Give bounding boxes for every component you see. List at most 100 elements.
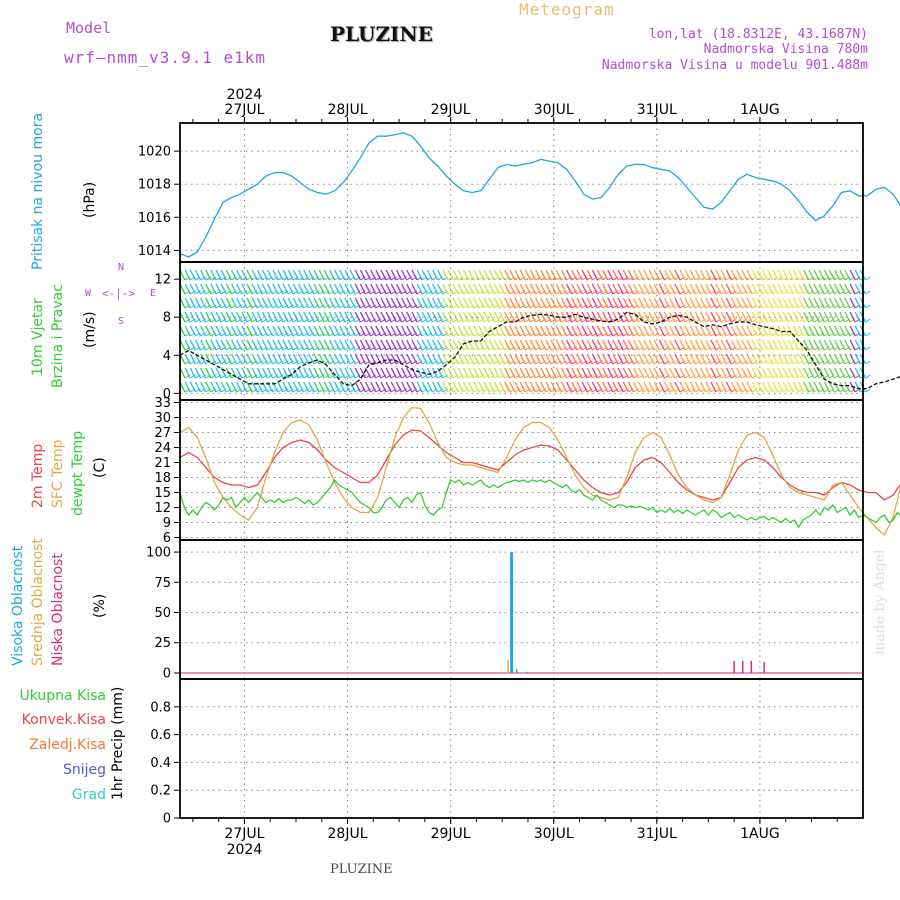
- wind-barb: [504, 325, 511, 337]
- wind-barb: [411, 297, 418, 309]
- wind-barb: [488, 339, 495, 351]
- wind-barb: [808, 325, 815, 337]
- wind-barb: [230, 325, 238, 337]
- wind-barb: [205, 297, 212, 309]
- wind-barb: [767, 325, 774, 337]
- wind-barb: [189, 381, 196, 393]
- wind-barb: [318, 353, 325, 365]
- wind-barb: [514, 325, 521, 337]
- wind-barb: [777, 339, 784, 351]
- wind-barb: [591, 339, 598, 351]
- wind-barb: [395, 325, 403, 337]
- wind-barb: [545, 311, 552, 323]
- wind-barb: [555, 283, 562, 295]
- wind-barb: [576, 353, 583, 365]
- y-tick-label: 1016: [138, 211, 171, 226]
- wind-barb: [220, 283, 227, 295]
- wind-barb: [380, 367, 387, 379]
- wind-barb: [746, 283, 753, 295]
- wind-barb: [648, 381, 655, 393]
- wind-barb: [390, 283, 397, 295]
- wind-barb: [308, 283, 315, 295]
- wind-barb: [854, 381, 861, 393]
- compass-s: S: [118, 316, 125, 327]
- wind-barb: [803, 381, 810, 393]
- wind-barb: [395, 283, 403, 295]
- wind-barb: [225, 353, 232, 365]
- wind-barb: [633, 297, 640, 309]
- wind-barb: [715, 297, 722, 309]
- y-tick-label: 0: [163, 666, 171, 681]
- wind-barb: [571, 353, 578, 365]
- wind-barb: [648, 283, 655, 295]
- wind-barb: [612, 269, 619, 281]
- wind-barb: [576, 269, 583, 281]
- wind-barb: [700, 297, 707, 309]
- wind-barb: [566, 283, 573, 295]
- wind-barb: [540, 269, 547, 281]
- wind-barb: [854, 353, 861, 365]
- wind-barb: [493, 283, 501, 295]
- wind-barb: [468, 353, 475, 365]
- wind-barb: [323, 353, 330, 365]
- wind-barb: [834, 381, 841, 393]
- wind-barb: [674, 297, 681, 309]
- wind-barb: [663, 297, 671, 309]
- wind-barb: [777, 381, 784, 393]
- lonlat: lon,lat (18.8312E, 43.1687N): [648, 27, 868, 42]
- wind-barb: [421, 339, 428, 351]
- wind-barb: [390, 381, 397, 393]
- wind-barb: [540, 325, 547, 337]
- wind-barb: [282, 339, 289, 351]
- wind-barb: [586, 283, 593, 295]
- wind-barb: [256, 325, 263, 337]
- wind-barb: [282, 269, 289, 281]
- cloud-unit: (%): [92, 593, 108, 618]
- wind-barb: [782, 367, 789, 379]
- bar: [516, 669, 518, 673]
- wind-barb-flag: [865, 388, 871, 393]
- wind-barb: [499, 367, 506, 379]
- wind-barb: [700, 381, 707, 393]
- wind-barb: [200, 269, 207, 281]
- wind-barb: [509, 297, 516, 309]
- wind-barb: [426, 325, 434, 337]
- wind-barb: [612, 367, 619, 379]
- wind-barb: [529, 367, 537, 379]
- wind-barb: [359, 283, 366, 295]
- wind-barb: [411, 353, 418, 365]
- wind-barb: [287, 367, 294, 379]
- wind-barb: [334, 325, 341, 337]
- wind-label-2: Brzina i Pravac: [50, 284, 66, 388]
- wind-barb: [576, 339, 583, 351]
- wind-barb: [313, 283, 320, 295]
- wind-barb: [488, 325, 495, 337]
- wind-barb: [246, 297, 253, 309]
- wind-barb: [406, 269, 413, 281]
- wind-barb: [674, 283, 681, 295]
- wind-barb: [251, 381, 258, 393]
- wind-barb: [334, 381, 341, 393]
- wind-barb: [823, 311, 830, 323]
- wind-barb: [844, 339, 851, 351]
- wind-barb: [854, 283, 861, 295]
- wind-barb: [560, 339, 568, 351]
- wind-barb: [612, 381, 619, 393]
- wind-barb: [277, 339, 284, 351]
- wind-barb: [297, 297, 305, 309]
- wind-barb: [560, 297, 568, 309]
- wind-barb: [684, 269, 691, 281]
- wind-barb: [622, 339, 629, 351]
- wind-barb: [736, 367, 743, 379]
- wind-barb: [540, 381, 547, 393]
- wind-barb: [380, 353, 387, 365]
- wind-barb: [210, 297, 217, 309]
- wind-barb: [334, 311, 341, 323]
- wind-barb: [689, 353, 696, 365]
- wind-barb: [705, 381, 712, 393]
- y-tick-label: 0.2: [150, 784, 171, 799]
- wind-barb: [761, 283, 769, 295]
- wind-barb: [622, 269, 629, 281]
- wind-barb: [504, 381, 511, 393]
